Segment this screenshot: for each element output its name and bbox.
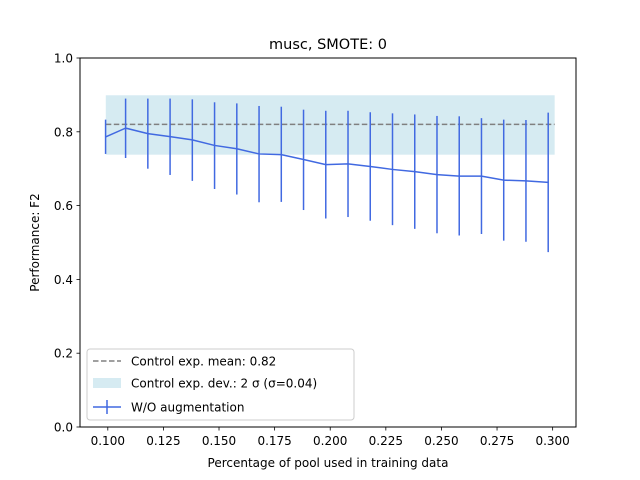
x-tick-label: 0.150 [202, 434, 236, 448]
y-tick-label: 0.0 [54, 421, 73, 435]
x-tick-label: 0.175 [257, 434, 291, 448]
legend-box [86, 348, 355, 421]
x-axis-label: Percentage of pool used in training data [208, 456, 449, 470]
x-tick-label: 0.250 [424, 434, 458, 448]
x-axis: 0.100 0.125 0.150 0.175 0.200 0.225 0.250 0.275… [91, 427, 570, 448]
x-tick-label: 0.275 [480, 434, 514, 448]
x-tick-label: 0.200 [313, 434, 347, 448]
y-tick-label: 0.8 [54, 125, 73, 139]
x-tick-label: 0.300 [535, 434, 569, 448]
y-tick-label: 0.4 [54, 273, 73, 287]
legend-series-label: W/O augmentation [131, 401, 244, 415]
y-axis-label: Performance: F2 [28, 193, 42, 291]
y-tick-label: 0.6 [54, 199, 73, 213]
series-line [105, 127, 549, 184]
x-tick-label: 0.100 [91, 434, 125, 448]
chart-title: musc, SMOTE: 0 [269, 37, 387, 53]
legend-band-label: Control exp. dev.: 2 σ (σ=0.04) [131, 377, 317, 391]
x-tick-label: 0.225 [369, 434, 403, 448]
legend-band-swatch [93, 378, 121, 388]
series-layer [104, 98, 549, 253]
x-tick-label: 0.125 [146, 434, 180, 448]
legend-mean-label: Control exp. mean: 0.82 [131, 355, 276, 369]
legend: Control exp. mean: 0.82 Control exp. dev… [86, 348, 355, 421]
y-tick-label: 0.2 [54, 347, 73, 361]
plot-frame [79, 57, 577, 428]
y-tick-label: 1.0 [54, 52, 73, 66]
y-axis: 0.0 0.2 0.4 0.6 0.8 1.0 [54, 52, 80, 435]
